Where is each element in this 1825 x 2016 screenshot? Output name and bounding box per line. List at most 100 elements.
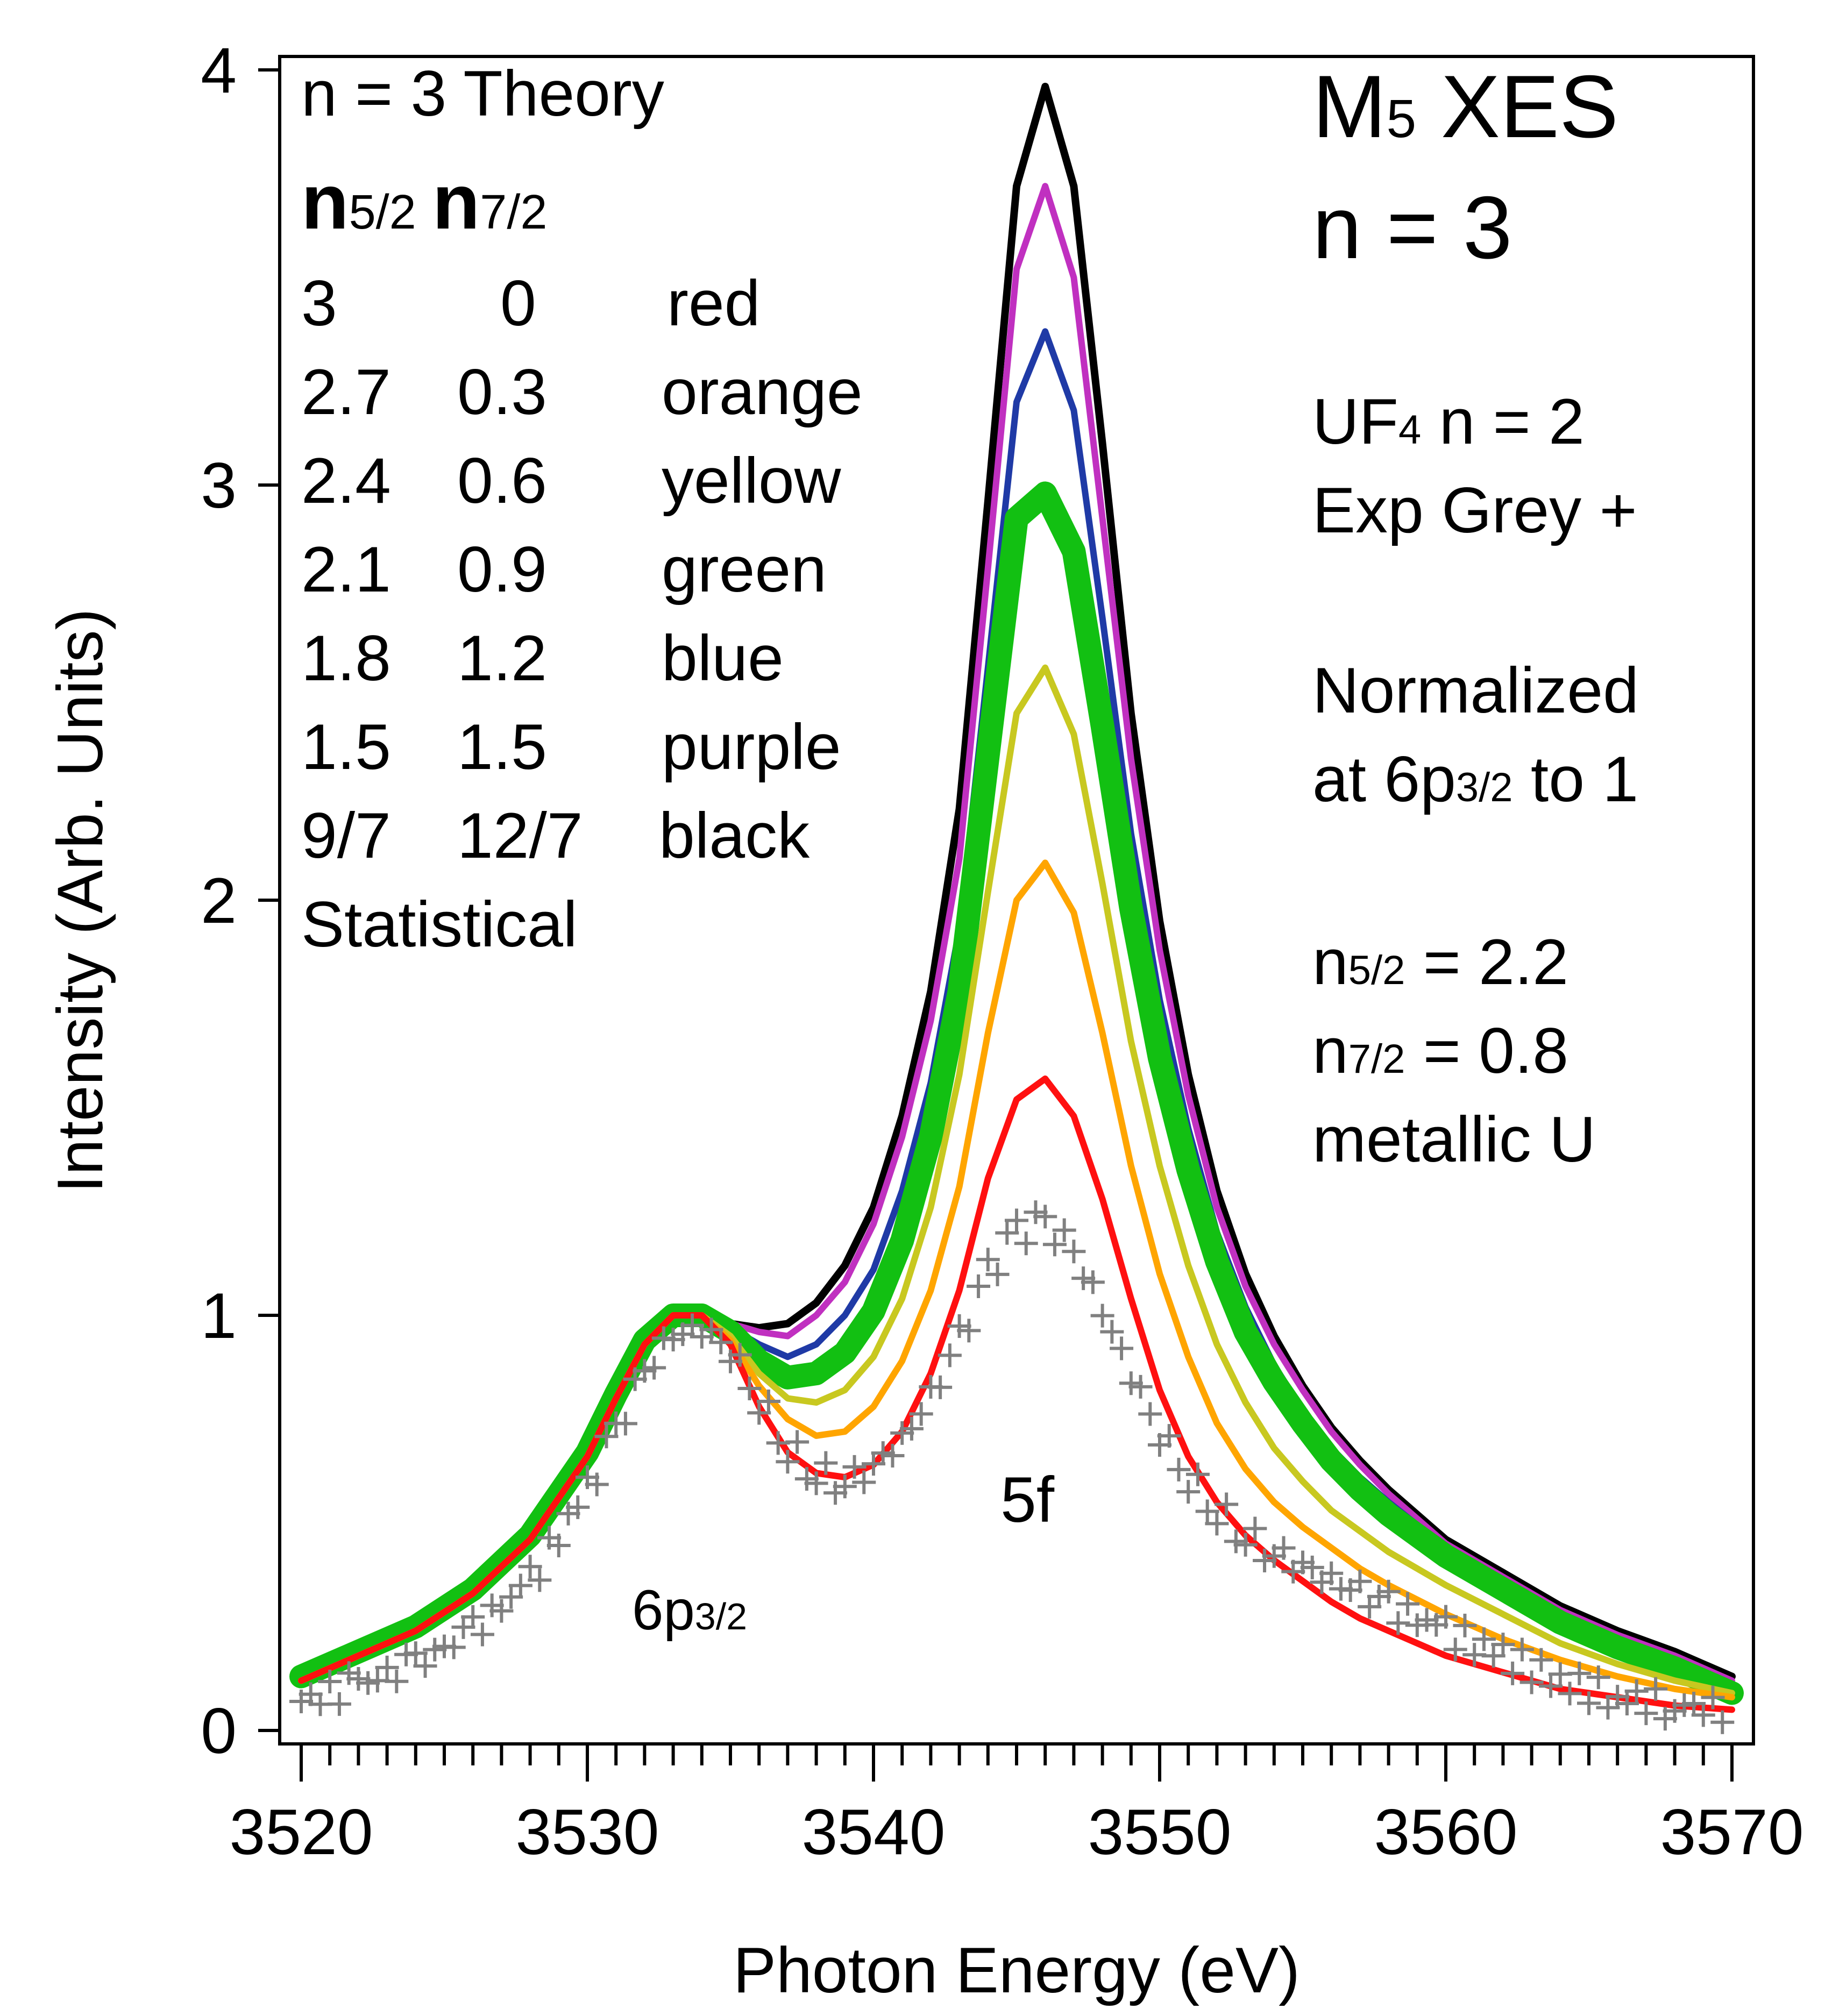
legend-row-n52: 1.8 <box>301 622 391 694</box>
exp-grey-point <box>909 1402 933 1426</box>
exp-grey-point <box>833 1474 857 1499</box>
exp-grey-point <box>1682 1692 1706 1716</box>
legend-row-n72: 0 <box>500 267 536 339</box>
exp-grey-point <box>1272 1536 1296 1560</box>
exp-grey-point <box>1577 1691 1601 1715</box>
legend-row-n72: 0.6 <box>457 445 547 517</box>
exp-grey-point <box>642 1356 666 1380</box>
exp-grey-point <box>327 1692 351 1716</box>
exp-grey-point <box>518 1555 542 1579</box>
exp-grey-point <box>1157 1424 1181 1448</box>
note-normalized-at: at 6p3/2 to 1 <box>1312 743 1638 815</box>
legend-row-n52: 3 <box>301 267 337 339</box>
exp-grey-point <box>1253 1548 1277 1572</box>
exp-grey-point <box>1358 1594 1382 1619</box>
exp-grey-point <box>747 1401 771 1425</box>
exp-grey-point <box>1510 1637 1534 1662</box>
exp-grey-point <box>594 1424 619 1449</box>
exp-grey-point <box>1195 1499 1219 1523</box>
exp-grey-point <box>1624 1679 1649 1703</box>
exp-grey-point <box>1062 1239 1086 1264</box>
legend-row-n52: 1.5 <box>301 711 391 783</box>
note-n72-rest: = 0.8 <box>1405 1015 1568 1087</box>
exp-grey-point <box>957 1319 981 1343</box>
legend-row-color: green <box>662 533 827 605</box>
note-n72-base: n <box>1312 1015 1348 1087</box>
exp-grey-point <box>794 1467 819 1491</box>
exp-grey-point <box>403 1641 428 1665</box>
exp-grey-point <box>470 1622 494 1647</box>
exp-grey-point <box>1491 1633 1515 1657</box>
exp-grey-point <box>356 1671 380 1695</box>
exp-grey-point <box>995 1221 1019 1245</box>
exp-grey-point <box>385 1669 409 1693</box>
legend-row-n52: 2.7 <box>301 356 391 428</box>
exp-grey-point <box>1415 1608 1439 1632</box>
exp-grey-point <box>804 1471 828 1495</box>
exp-grey-point <box>1042 1233 1067 1257</box>
legend-footer: Statistical <box>301 888 578 960</box>
exp-grey-point <box>1586 1665 1610 1690</box>
exp-grey-point <box>1634 1701 1658 1726</box>
exp-grey-point <box>814 1451 838 1475</box>
exp-grey-point <box>1367 1584 1391 1608</box>
exp-grey-point <box>1233 1533 1258 1557</box>
exp-grey-point <box>1005 1208 1028 1233</box>
legend-row-n72: 0.3 <box>457 356 547 428</box>
exp-grey-point <box>489 1599 514 1623</box>
note-normalized: Normalized <box>1312 654 1639 726</box>
exp-grey-point <box>1453 1613 1477 1637</box>
x-tick-label: 3530 <box>516 1796 659 1868</box>
exp-grey-point <box>1396 1592 1420 1616</box>
exp-grey-point <box>1710 1710 1735 1734</box>
exp-grey-point <box>862 1452 885 1476</box>
exp-grey-point <box>880 1444 905 1468</box>
chart-title-line1: M5 XES <box>1312 57 1618 156</box>
legend-row-color: purple <box>662 711 841 783</box>
legend-row-n52: 2.1 <box>301 533 391 605</box>
exp-grey-point <box>1243 1516 1267 1541</box>
y-tick-label: 0 <box>201 1695 237 1767</box>
note-n52-sub: 5/2 <box>1348 948 1405 993</box>
exp-grey-point <box>737 1376 762 1400</box>
exp-grey-point <box>1215 1492 1239 1516</box>
exp-grey-point <box>1185 1462 1210 1486</box>
note-uf4: UF4 n = 2 <box>1312 386 1585 458</box>
note-at-base: at 6p <box>1312 743 1456 815</box>
exp-grey-point <box>1567 1661 1592 1685</box>
exp-grey-point <box>1701 1685 1725 1709</box>
exp-grey-point <box>1014 1231 1038 1256</box>
exp-grey-point <box>1138 1402 1162 1426</box>
exp-grey-point <box>1443 1637 1467 1662</box>
exp-grey-point <box>1100 1320 1124 1344</box>
exp-grey-point <box>1501 1661 1525 1685</box>
exp-grey-point <box>1386 1611 1410 1635</box>
x-tick-label: 3540 <box>802 1796 946 1868</box>
series-layer <box>289 82 1744 1734</box>
exp-grey-point <box>585 1472 609 1497</box>
exp-grey-point <box>346 1666 371 1691</box>
exp-grey-point <box>852 1470 876 1494</box>
title-m-sub: 5 <box>1386 89 1416 149</box>
exp-grey-point <box>546 1534 571 1558</box>
exp-grey-point <box>1472 1627 1496 1651</box>
legend-row-color: yellow <box>662 445 841 517</box>
exp-grey-point <box>1615 1692 1639 1716</box>
exp-grey-point <box>976 1248 1000 1272</box>
exp-grey-point <box>871 1441 895 1465</box>
x-tick-label: 3550 <box>1088 1796 1232 1868</box>
y-tick-label: 1 <box>201 1280 237 1352</box>
exp-grey-point <box>1519 1670 1544 1694</box>
exp-grey-point <box>709 1330 733 1355</box>
exp-grey-point <box>1110 1336 1134 1360</box>
exp-grey-point <box>1128 1374 1153 1399</box>
note-n52-base: n <box>1312 926 1348 998</box>
exp-grey-point <box>413 1654 437 1678</box>
annotation-5f: 5f <box>1000 1464 1055 1536</box>
exp-grey-point <box>699 1317 723 1342</box>
exp-grey-point <box>442 1635 466 1659</box>
exp-grey-point <box>776 1450 800 1474</box>
